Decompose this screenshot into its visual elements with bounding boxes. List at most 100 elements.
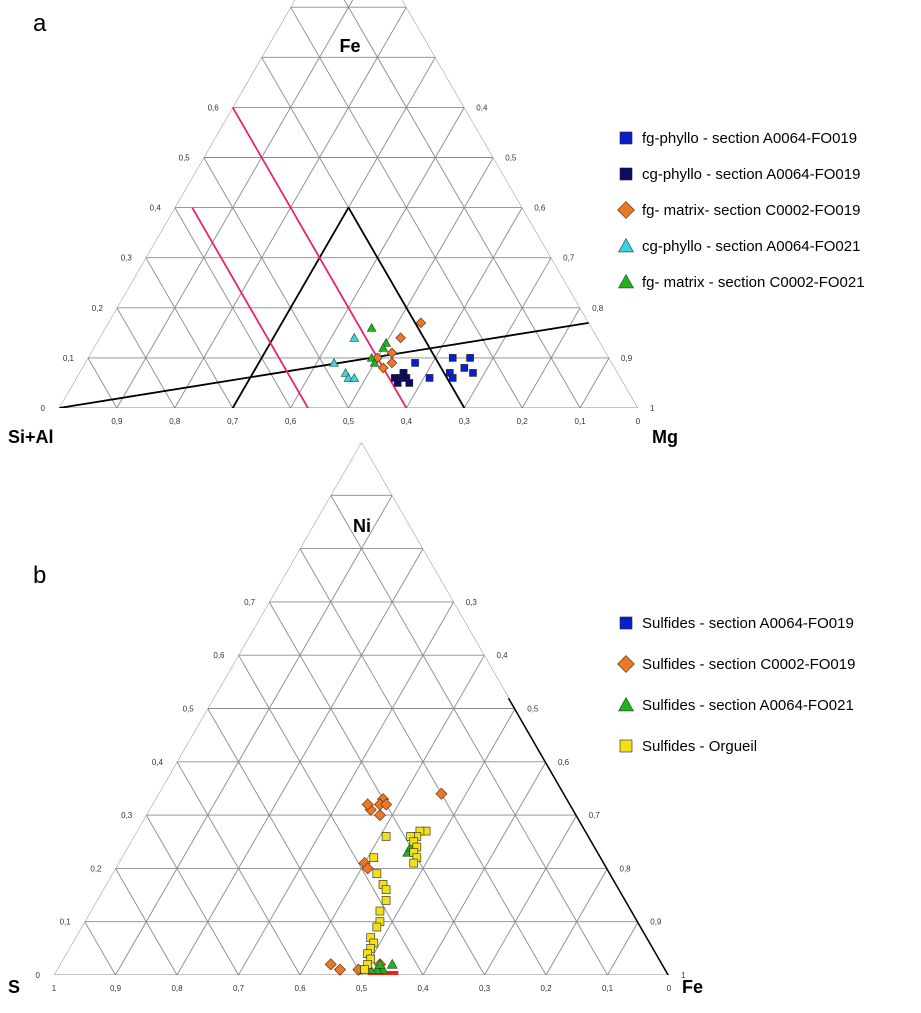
data-point	[409, 858, 419, 868]
data-point	[460, 364, 469, 372]
tick-label-bottom: 0,2	[517, 417, 529, 426]
panel-letter-b: b	[33, 562, 46, 589]
tick-label-right: 0,9	[650, 918, 662, 927]
tick-label-right: 0,5	[505, 154, 517, 163]
tick-label-bottom: 0,1	[575, 417, 587, 426]
data-point	[373, 809, 386, 822]
grid-line	[115, 495, 393, 975]
tick-label-right: 0,4	[476, 103, 488, 112]
reference-line	[347, 207, 466, 408]
tick-label-right: 0,4	[497, 651, 509, 660]
legend-label: fg- matrix- section C0002-FO019	[642, 202, 860, 219]
data-point	[395, 332, 406, 344]
tick-label-left: 0,1	[60, 918, 72, 927]
legend-label: fg- matrix - section C0002-FO021	[642, 274, 865, 291]
tick-label-right: 0,8	[620, 864, 632, 873]
data-point	[349, 372, 360, 382]
tick-label-bottom: 0,7	[227, 417, 239, 426]
grid-line	[268, 601, 485, 975]
legend-marker	[619, 739, 633, 753]
legend-marker	[619, 167, 633, 181]
grid-line	[406, 207, 523, 408]
grid-line	[84, 921, 116, 975]
data-point	[324, 958, 337, 971]
grid-line	[145, 814, 239, 975]
tick-label-left: 0,5	[183, 705, 195, 714]
grid-line	[361, 708, 516, 975]
tick-label-left: 0,2	[92, 304, 104, 313]
apex-label-left-a: Si+Al	[8, 427, 54, 447]
tick-label-bottom: 0	[636, 417, 641, 426]
data-point	[448, 374, 457, 382]
tick-label-right: 0,7	[563, 254, 575, 263]
tick-label-left: 0,4	[150, 204, 162, 213]
tick-label-left: 0	[41, 404, 46, 413]
tick-label-bottom: 0,5	[356, 984, 368, 993]
tick-label-left: 0	[36, 971, 41, 980]
grid-line	[330, 495, 608, 975]
apex-label-top-b: Ni	[353, 516, 371, 536]
tick-label-bottom: 0,9	[110, 984, 122, 993]
tick-label-right: 0,7	[589, 811, 601, 820]
grid-line	[145, 257, 234, 408]
legend-marker	[619, 616, 633, 630]
data-point	[372, 922, 382, 932]
grid-line	[207, 708, 362, 975]
tick-label-right: 0,9	[621, 354, 633, 363]
tick-label-bottom: 0,3	[459, 417, 471, 426]
ternary-chart-b: b Ni S Fe 1 0,9 0,8 0,7 0,6 0,5 0,4 0,3 0,2 0,1 0 0…	[8, 442, 855, 997]
legend-marker	[617, 201, 635, 219]
data-point	[329, 357, 339, 367]
data-point	[366, 322, 377, 332]
data-point	[361, 862, 374, 875]
data-point	[415, 317, 427, 329]
panel-letter-a: a	[33, 10, 47, 37]
tick-label-left: 0,6	[208, 103, 220, 112]
data-point	[333, 963, 346, 976]
grid-line	[59, 0, 349, 408]
tick-label-left: 0,5	[179, 154, 191, 163]
tick-label-bottom: 0,9	[111, 417, 123, 426]
data-point	[425, 374, 434, 382]
tick-label-right: 0,8	[592, 304, 604, 313]
legend-label: cg-phyllo - section A0064-FO021	[642, 238, 860, 255]
legend-label: Sulfides - section A0064-FO021	[642, 697, 854, 714]
legend-marker	[617, 655, 635, 673]
reference-line	[191, 207, 309, 408]
tick-label-left: 0,3	[121, 811, 133, 820]
data-point	[411, 359, 419, 367]
grid-line	[484, 814, 578, 975]
legend-label: Sulfides - Orgueil	[642, 738, 757, 755]
data-point	[386, 357, 398, 369]
apex-label-right-b: Fe	[682, 977, 703, 997]
data-point	[378, 342, 389, 352]
tick-label-left: 0,3	[121, 254, 133, 263]
grid-line	[463, 257, 552, 408]
data-point	[381, 896, 391, 905]
data-point	[435, 787, 448, 800]
data-point	[466, 354, 474, 362]
tick-label-right: 0,6	[534, 204, 546, 213]
tick-label-left: 0,2	[90, 864, 102, 873]
grid-line	[319, 0, 581, 408]
legend-label: Sulfides - section A0064-FO019	[642, 615, 854, 632]
tick-label-left: 0,4	[152, 758, 164, 767]
tick-label-bottom: 0,5	[343, 417, 355, 426]
grid-line	[422, 761, 547, 975]
data-point	[374, 958, 386, 969]
data-point	[349, 332, 360, 342]
grid-line	[238, 601, 455, 975]
grid-line	[203, 157, 349, 408]
data-point	[343, 372, 354, 382]
legend-marker	[618, 273, 634, 289]
legend-marker	[619, 131, 633, 145]
reference-line	[231, 207, 350, 408]
tick-label-right: 0,3	[466, 598, 478, 607]
data-point	[386, 347, 398, 359]
data-point	[381, 832, 391, 841]
tick-label-bottom: 0	[667, 984, 672, 993]
grid-line	[116, 0, 378, 408]
legend-label: cg-phyllo - section A0064-FO019	[642, 166, 860, 183]
tick-label-left: 0,1	[63, 354, 75, 363]
legend-marker	[618, 696, 634, 712]
